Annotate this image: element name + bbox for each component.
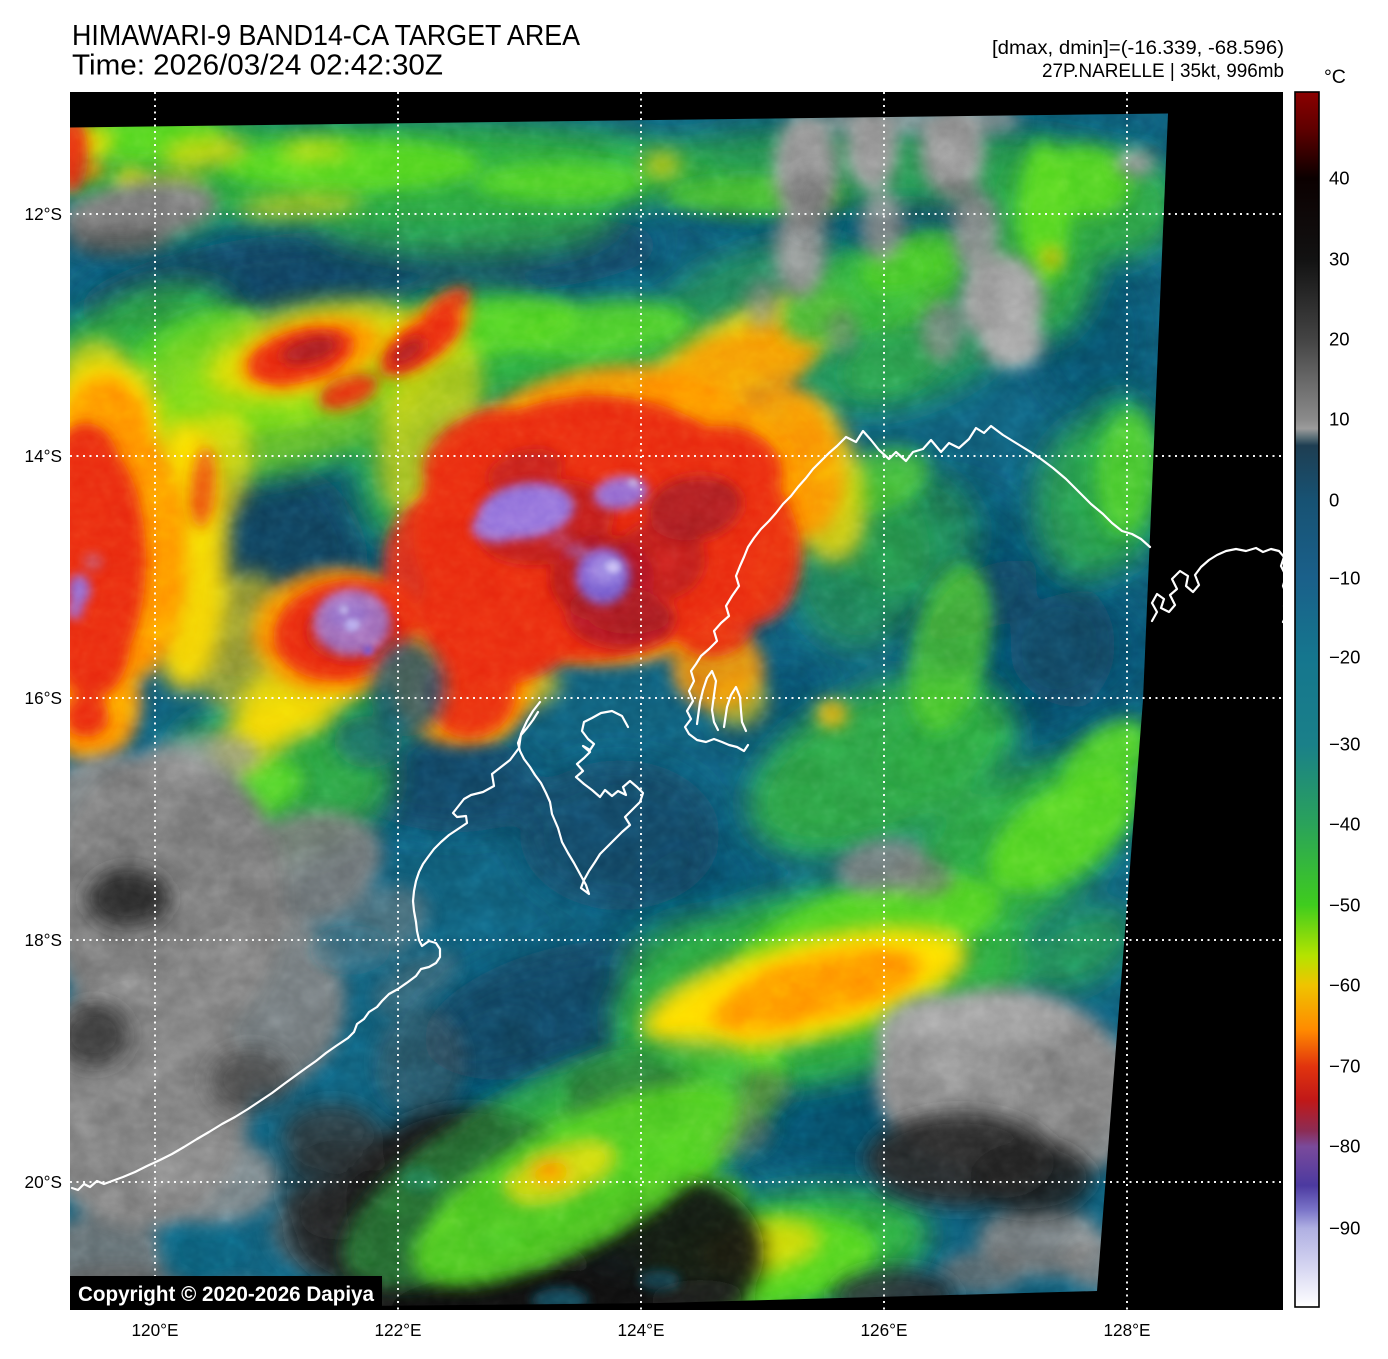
svg-text:[dmax, dmin]=(-16.339, -68.596: [dmax, dmin]=(-16.339, -68.596) — [992, 37, 1284, 59]
svg-text:−20: −20 — [1329, 647, 1360, 668]
svg-text:0: 0 — [1329, 490, 1339, 511]
svg-text:−30: −30 — [1329, 734, 1360, 755]
svg-text:14°S: 14°S — [25, 446, 62, 466]
svg-text:Copyright © 2020-2026 Dapiya: Copyright © 2020-2026 Dapiya — [78, 1282, 375, 1306]
svg-text:−10: −10 — [1329, 568, 1360, 589]
svg-text:40: 40 — [1329, 168, 1350, 189]
svg-text:−80: −80 — [1329, 1136, 1360, 1157]
svg-text:16°S: 16°S — [25, 688, 62, 708]
svg-text:Time: 2026/03/24 02:42:30Z: Time: 2026/03/24 02:42:30Z — [72, 50, 443, 82]
svg-text:20°S: 20°S — [25, 1172, 62, 1192]
svg-text:124°E: 124°E — [617, 1320, 664, 1340]
svg-text:−60: −60 — [1329, 975, 1360, 996]
svg-text:°C: °C — [1324, 66, 1346, 88]
svg-text:122°E: 122°E — [374, 1320, 421, 1340]
svg-text:126°E: 126°E — [860, 1320, 907, 1340]
svg-text:−50: −50 — [1329, 895, 1360, 916]
svg-text:120°E: 120°E — [131, 1320, 178, 1340]
svg-text:HIMAWARI-9 BAND14-CA TARGET AR: HIMAWARI-9 BAND14-CA TARGET AREA — [72, 20, 581, 52]
svg-text:−70: −70 — [1329, 1056, 1360, 1077]
svg-text:128°E: 128°E — [1103, 1320, 1150, 1340]
svg-text:10: 10 — [1329, 409, 1350, 430]
svg-text:20: 20 — [1329, 329, 1350, 350]
svg-text:−40: −40 — [1329, 814, 1360, 835]
svg-text:12°S: 12°S — [25, 204, 62, 224]
svg-text:30: 30 — [1329, 249, 1350, 270]
svg-text:−90: −90 — [1329, 1218, 1360, 1239]
svg-text:27P.NARELLE | 35kt, 996mb: 27P.NARELLE | 35kt, 996mb — [1042, 60, 1284, 82]
svg-text:18°S: 18°S — [25, 930, 62, 950]
